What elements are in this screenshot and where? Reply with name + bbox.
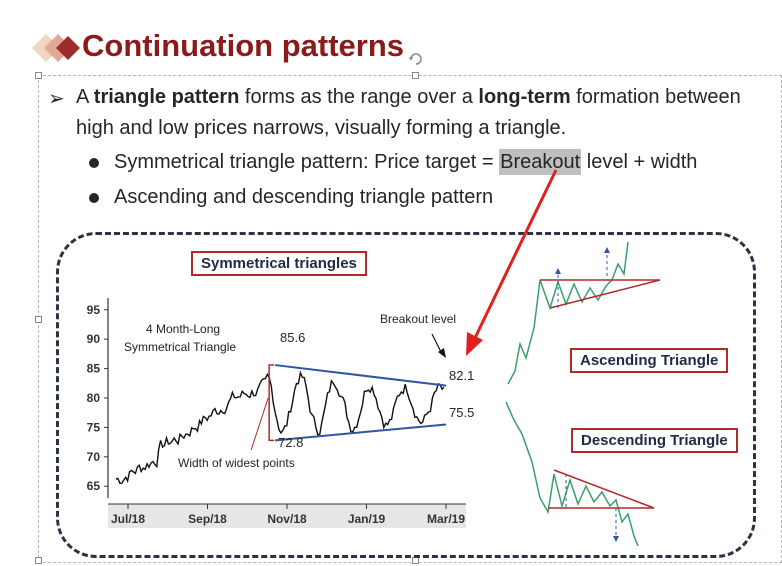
arrow-down-icon — [613, 536, 619, 542]
x-tick-label: Mar/19 — [427, 512, 465, 526]
y-tick-label: 90 — [87, 332, 101, 346]
arrow-bullet-icon: ➢ — [48, 88, 65, 110]
descending-price-path — [505, 401, 639, 547]
rotate-handle-icon[interactable] — [407, 50, 425, 68]
resize-handle-tm[interactable] — [412, 72, 419, 79]
ascending-support — [549, 279, 661, 309]
width-bracket — [268, 364, 275, 442]
low-label: 72.8 — [278, 435, 304, 450]
lower-trend-line — [275, 423, 447, 442]
dot-bullet-icon — [89, 193, 99, 203]
arrow-up-icon — [604, 247, 610, 253]
dot-bullet-icon — [89, 158, 99, 168]
title-diamonds — [32, 34, 80, 62]
price-series — [115, 370, 445, 485]
lower-end-label: 75.5 — [449, 405, 475, 420]
high-label: 85.6 — [280, 330, 306, 345]
width-label: Width of widest points — [178, 456, 295, 470]
sub-bullet-2: Ascending and descending triangle patter… — [114, 186, 494, 208]
x-tick-label: Jan/19 — [348, 512, 386, 526]
ascending-label: Ascending Triangle — [570, 348, 729, 373]
y-tick-label: 85 — [87, 362, 101, 376]
y-tick-label: 65 — [87, 479, 101, 493]
price-chart: 95 90 85 80 75 70 65 Jul/18 Sep/18 Nov/18 Jan/19 Ma… — [87, 298, 466, 528]
breakout-arrowhead — [438, 348, 446, 358]
y-tick-label: 95 — [87, 303, 101, 317]
bullet-text-line2: high and low prices narrows, visually fo… — [76, 117, 567, 139]
y-tick-label: 70 — [87, 450, 101, 464]
upper-end-label: 82.1 — [449, 368, 475, 383]
sub-bullet-1: Symmetrical triangle pattern: Price targ… — [114, 149, 698, 175]
y-tick-label: 75 — [87, 420, 101, 434]
chart-title-1: 4 Month-Long — [146, 322, 221, 336]
upper-trend-line — [275, 364, 447, 387]
bullet-text-line1: A triangle pattern forms as the range ov… — [76, 86, 741, 108]
arrow-up-icon — [555, 268, 561, 274]
ascending-price-path — [507, 241, 629, 385]
triangle-patterns-diagram — [505, 241, 661, 547]
resize-handle-tl[interactable] — [35, 72, 42, 79]
x-tick-label: Nov/18 — [267, 512, 307, 526]
resize-handle-ml[interactable] — [35, 316, 42, 323]
symmetrical-label: Symmetrical triangles — [191, 251, 367, 276]
resize-handle-bl[interactable] — [35, 557, 42, 564]
x-tick-label: Jul/18 — [111, 512, 145, 526]
x-tick-label: Sep/18 — [188, 512, 227, 526]
chart-title-2: Symmetrical Triangle — [124, 340, 237, 354]
y-tick-label: 80 — [87, 391, 101, 405]
breakout-level-label: Breakout level — [380, 312, 457, 326]
slide-title: Continuation patterns — [82, 28, 405, 63]
breakout-highlight: Breakout — [499, 149, 582, 175]
descending-label: Descending Triangle — [571, 428, 738, 453]
width-pointer — [250, 397, 269, 451]
diagram-container — [56, 232, 756, 558]
descending-resistance — [553, 469, 655, 509]
